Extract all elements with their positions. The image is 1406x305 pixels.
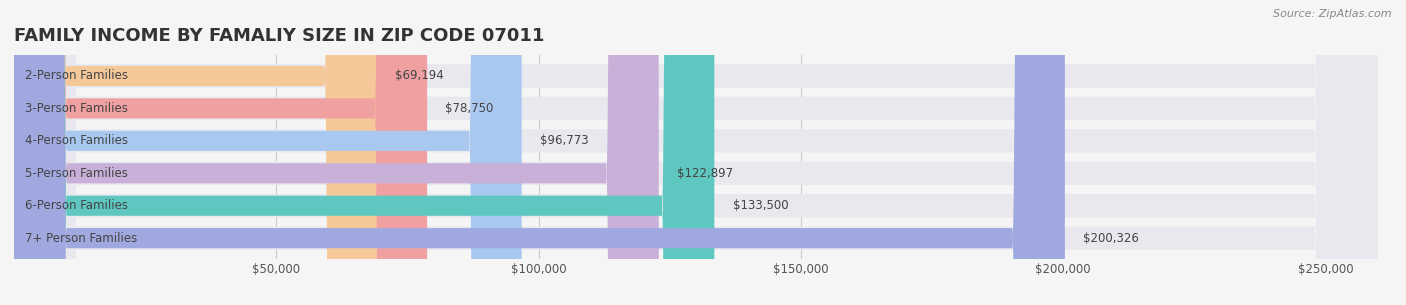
Text: $133,500: $133,500: [733, 199, 789, 212]
FancyBboxPatch shape: [14, 0, 1378, 305]
FancyBboxPatch shape: [14, 0, 1378, 305]
FancyBboxPatch shape: [14, 0, 522, 305]
Text: 7+ Person Families: 7+ Person Families: [24, 232, 136, 245]
FancyBboxPatch shape: [14, 0, 1378, 305]
Text: $96,773: $96,773: [540, 135, 589, 147]
FancyBboxPatch shape: [14, 0, 1064, 305]
Text: $200,326: $200,326: [1083, 232, 1139, 245]
Text: $78,750: $78,750: [446, 102, 494, 115]
Text: 5-Person Families: 5-Person Families: [24, 167, 128, 180]
FancyBboxPatch shape: [14, 0, 714, 305]
Text: 4-Person Families: 4-Person Families: [24, 135, 128, 147]
FancyBboxPatch shape: [14, 0, 427, 305]
FancyBboxPatch shape: [14, 0, 1378, 305]
Text: $69,194: $69,194: [395, 70, 444, 82]
Text: Source: ZipAtlas.com: Source: ZipAtlas.com: [1274, 9, 1392, 19]
FancyBboxPatch shape: [14, 0, 1378, 305]
Text: $122,897: $122,897: [678, 167, 733, 180]
Text: 3-Person Families: 3-Person Families: [24, 102, 128, 115]
FancyBboxPatch shape: [14, 0, 1378, 305]
Text: 2-Person Families: 2-Person Families: [24, 70, 128, 82]
FancyBboxPatch shape: [14, 0, 377, 305]
FancyBboxPatch shape: [14, 0, 659, 305]
Text: FAMILY INCOME BY FAMALIY SIZE IN ZIP CODE 07011: FAMILY INCOME BY FAMALIY SIZE IN ZIP COD…: [14, 27, 544, 45]
Text: 6-Person Families: 6-Person Families: [24, 199, 128, 212]
